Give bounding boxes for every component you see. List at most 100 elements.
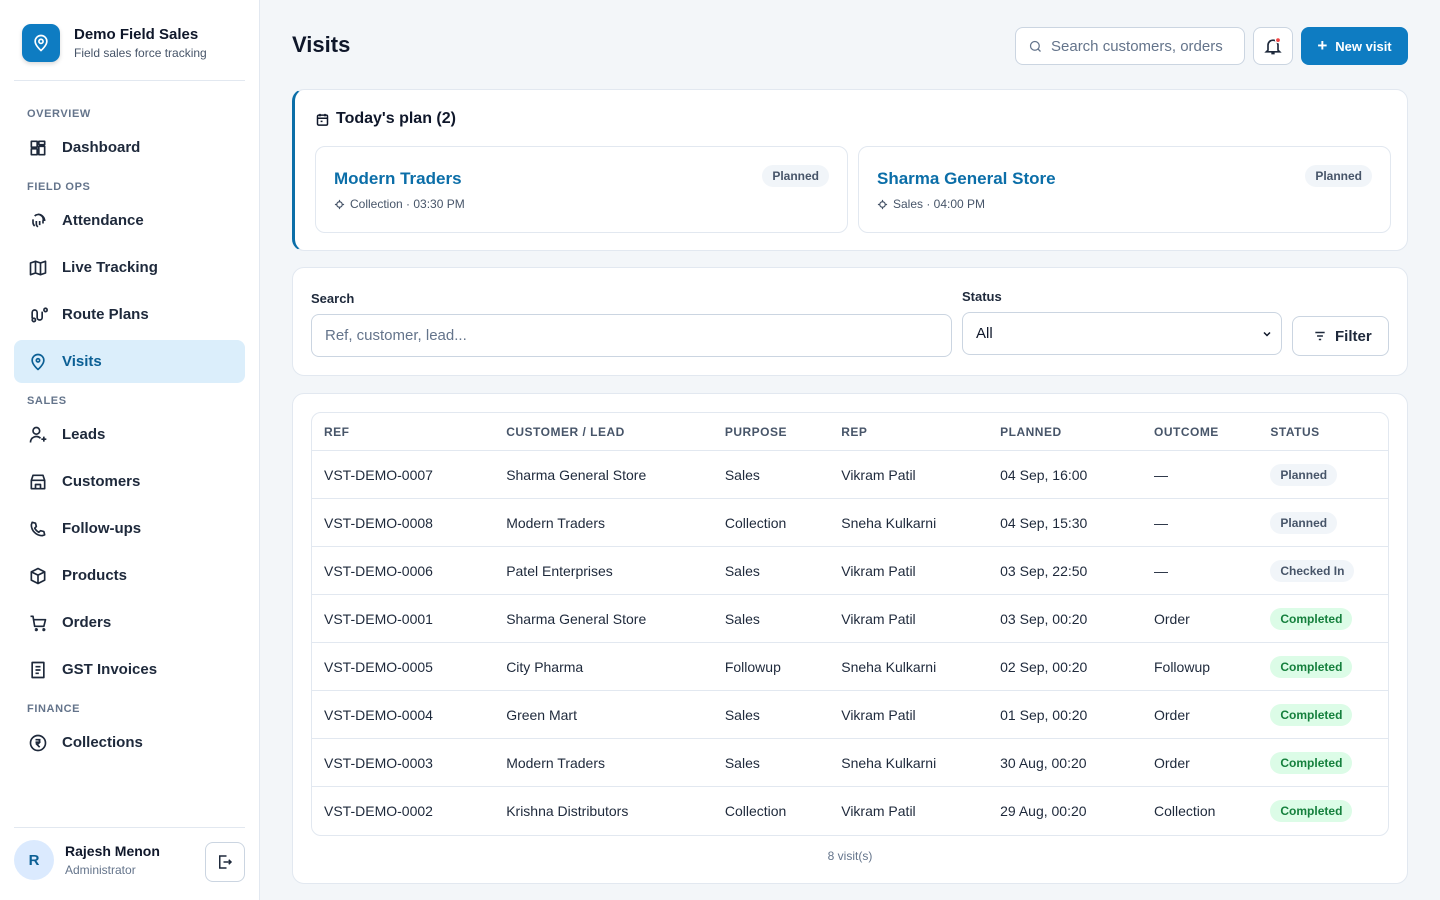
nav-item[interactable]: Orders (14, 601, 245, 644)
nav-icon (31, 307, 48, 322)
nav-label: Orders (62, 614, 112, 631)
table-cell: Sharma General Store (494, 595, 713, 643)
table-cell: 30 Aug, 00:20 (988, 739, 1142, 787)
nav-icon (30, 567, 46, 584)
user: R Rajesh Menon Administrator (14, 840, 245, 882)
table-cell: Followup (712, 643, 830, 691)
user-name: Rajesh Menon (65, 843, 160, 859)
nav-item[interactable]: Customers (14, 460, 245, 503)
logout-button[interactable] (205, 842, 245, 882)
table-cell: VST-DEMO-0008 (312, 499, 495, 547)
nav-item[interactable]: Dashboard (14, 126, 245, 169)
table-row[interactable]: VST-DEMO-0008 Modern Traders Collection Sne… (312, 499, 1388, 547)
filter-button[interactable]: Filter (1292, 316, 1389, 356)
table-cell: 04 Sep, 15:30 (988, 499, 1142, 547)
status-badge: Completed (1270, 703, 1353, 726)
search-input[interactable]: Ref, customer, lead... (311, 314, 952, 357)
plan-title: Today's plan (2) (315, 110, 456, 128)
plan-card: Today's plan (2) Modern Traders Planned Co… (292, 89, 1408, 251)
table-row[interactable]: VST-DEMO-0005 City Pharma Followup Sneha Ku… (312, 643, 1388, 691)
table-row[interactable]: VST-DEMO-0003 Modern Traders Sales Sneha Ku… (312, 739, 1388, 787)
nav-item[interactable]: Collections (14, 721, 245, 764)
nav-heading: FINANCE (27, 703, 81, 715)
column-header: PURPOSE (712, 413, 830, 451)
divider (14, 80, 245, 81)
nav-label: Route Plans (62, 306, 149, 323)
brand-name: Demo Field Sales (74, 26, 199, 43)
table-cell: Order (1141, 739, 1259, 787)
table-cell: Order (1141, 691, 1259, 739)
plan-item[interactable]: Sharma General Store Planned Sales · 04:00… (858, 146, 1391, 233)
table-row[interactable]: VST-DEMO-0007 Sharma General Store Sales Vi… (312, 451, 1388, 499)
status-badge: Completed (1270, 607, 1353, 630)
nav-icon (31, 353, 45, 370)
table-cell: VST-DEMO-0007 (312, 451, 495, 499)
table-row[interactable]: VST-DEMO-0001 Sharma General Store Sales Vi… (312, 595, 1388, 643)
table-cell: Krishna Distributors (506, 803, 629, 819)
brand: Demo Field Sales Field sales force track… (22, 24, 207, 62)
status-cell: Completed (1258, 739, 1388, 787)
new-visit-label: New visit (1335, 38, 1392, 54)
nav-item[interactable]: Visits (14, 340, 245, 383)
new-visit-button[interactable]: + New visit (1301, 27, 1408, 65)
nav-label: Collections (62, 734, 143, 751)
table-cell: Patel Enterprises (494, 547, 713, 595)
nav-item[interactable]: GST Invoices (14, 648, 245, 691)
status-badge: Completed (1270, 800, 1353, 822)
table-cell: Followup (1141, 643, 1259, 691)
visits-table: REF CUSTOMER / LEAD PURPOSE REP PLANNED OUTCO… (311, 412, 1389, 836)
table-cell: Sales (712, 595, 830, 643)
table-cell: VST-DEMO-0003 (312, 739, 495, 787)
table-cell: 29 Aug, 00:20 (1000, 803, 1087, 819)
status-cell: Completed (1258, 595, 1388, 643)
status-badge: Checked In (1270, 559, 1355, 582)
plan-detail: Collection · 03:30 PM (334, 197, 465, 211)
table-row[interactable]: VST-DEMO-0004 Green Mart Sales Vikram Patil… (312, 691, 1388, 739)
logo (22, 24, 60, 62)
table-cell: 03 Sep, 00:20 (988, 595, 1142, 643)
nav-label: Products (62, 567, 128, 584)
nav-label: Visits (62, 353, 102, 370)
nav-item[interactable]: Route Plans (14, 293, 245, 336)
table-row[interactable]: VST-DEMO-0002 Krishna Distributors Collect… (312, 787, 1388, 835)
table-cell: Vikram Patil (829, 691, 989, 739)
table-cell: VST-DEMO-0001 (312, 595, 495, 643)
status-cell: Planned (1258, 451, 1388, 499)
nav-label: Live Tracking (62, 259, 158, 276)
nav-item[interactable]: Products (14, 554, 245, 597)
plan-detail-text: Collection · 03:30 PM (350, 197, 465, 211)
plan-detail-text: Sales · 04:00 PM (893, 197, 986, 211)
user-role: Administrator (65, 863, 136, 877)
avatar: R (14, 840, 54, 880)
table-cell: — (1141, 499, 1259, 547)
filter-card: Search Ref, customer, lead... Status All… (292, 267, 1408, 376)
table-cell: Order (1141, 595, 1259, 643)
table-cell: 03 Sep, 22:50 (988, 547, 1142, 595)
nav-icon (30, 521, 46, 536)
nav-icon (29, 426, 47, 443)
table-cell: Sneha Kulkarni (829, 499, 989, 547)
nav-item[interactable]: Live Tracking (14, 246, 245, 289)
plan-item[interactable]: Modern Traders Planned Collection · 03:30 … (315, 146, 848, 233)
filter-label: Filter (1335, 327, 1372, 345)
plan-customer: Modern Traders (334, 169, 462, 188)
column-header: REP (829, 413, 989, 451)
status-select[interactable]: All (962, 312, 1282, 355)
table-cell: Sneha Kulkarni (829, 643, 989, 691)
status-cell: Planned (1258, 499, 1388, 547)
nav-item[interactable]: Leads (14, 413, 245, 456)
status-badge: Planned (1270, 463, 1338, 486)
nav-item[interactable]: Follow-ups (14, 507, 245, 550)
notifications[interactable] (1253, 27, 1293, 65)
table-cell: — (1141, 451, 1259, 499)
nav-item[interactable]: Attendance (14, 199, 245, 242)
column-header: REF (312, 413, 495, 451)
nav-label: Customers (62, 473, 141, 490)
table-footer: 8 visit(s) (827, 849, 873, 863)
global-search[interactable]: Search customers, orders (1015, 27, 1245, 65)
table-cell: Sales (712, 691, 830, 739)
nav-icon (30, 140, 46, 155)
table-row[interactable]: VST-DEMO-0006 Patel Enterprises Sales Vikra… (312, 547, 1388, 595)
